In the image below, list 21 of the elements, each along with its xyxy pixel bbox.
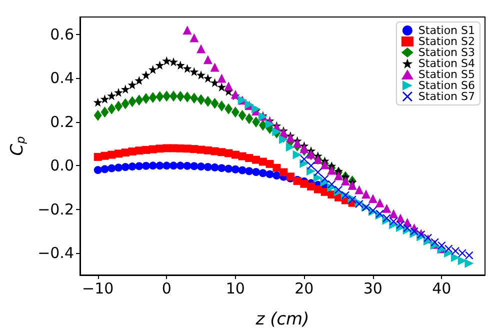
x-tick-label: −10 bbox=[82, 280, 114, 298]
x-tick-label: 20 bbox=[294, 280, 314, 298]
y-tick-label: −0.2 bbox=[38, 200, 74, 218]
y-tick-label: 0.2 bbox=[50, 112, 74, 131]
legend-label: Station S3 bbox=[418, 46, 476, 59]
x-axis-title: z (cm) bbox=[254, 310, 310, 330]
legend-label: Station S4 bbox=[418, 57, 476, 70]
x-tick-label: 10 bbox=[226, 280, 245, 298]
legend-label: Station S1 bbox=[418, 24, 476, 37]
y-axis-title: Cp bbox=[8, 136, 28, 156]
legend-label: Station S2 bbox=[418, 35, 476, 48]
y-tick-label: 0.6 bbox=[50, 25, 74, 44]
legend-label: Station S6 bbox=[418, 79, 476, 92]
legend-label: Station S7 bbox=[418, 90, 476, 103]
legend-label: Station S5 bbox=[418, 68, 476, 81]
x-tick-label: 40 bbox=[432, 280, 452, 298]
y-tick-label: 0.4 bbox=[50, 69, 74, 88]
x-tick-label: 0 bbox=[162, 280, 172, 298]
x-tick-label: 30 bbox=[363, 280, 382, 298]
y-tick-label: 0.0 bbox=[50, 156, 74, 175]
y-tick-label: −0.4 bbox=[38, 244, 74, 262]
